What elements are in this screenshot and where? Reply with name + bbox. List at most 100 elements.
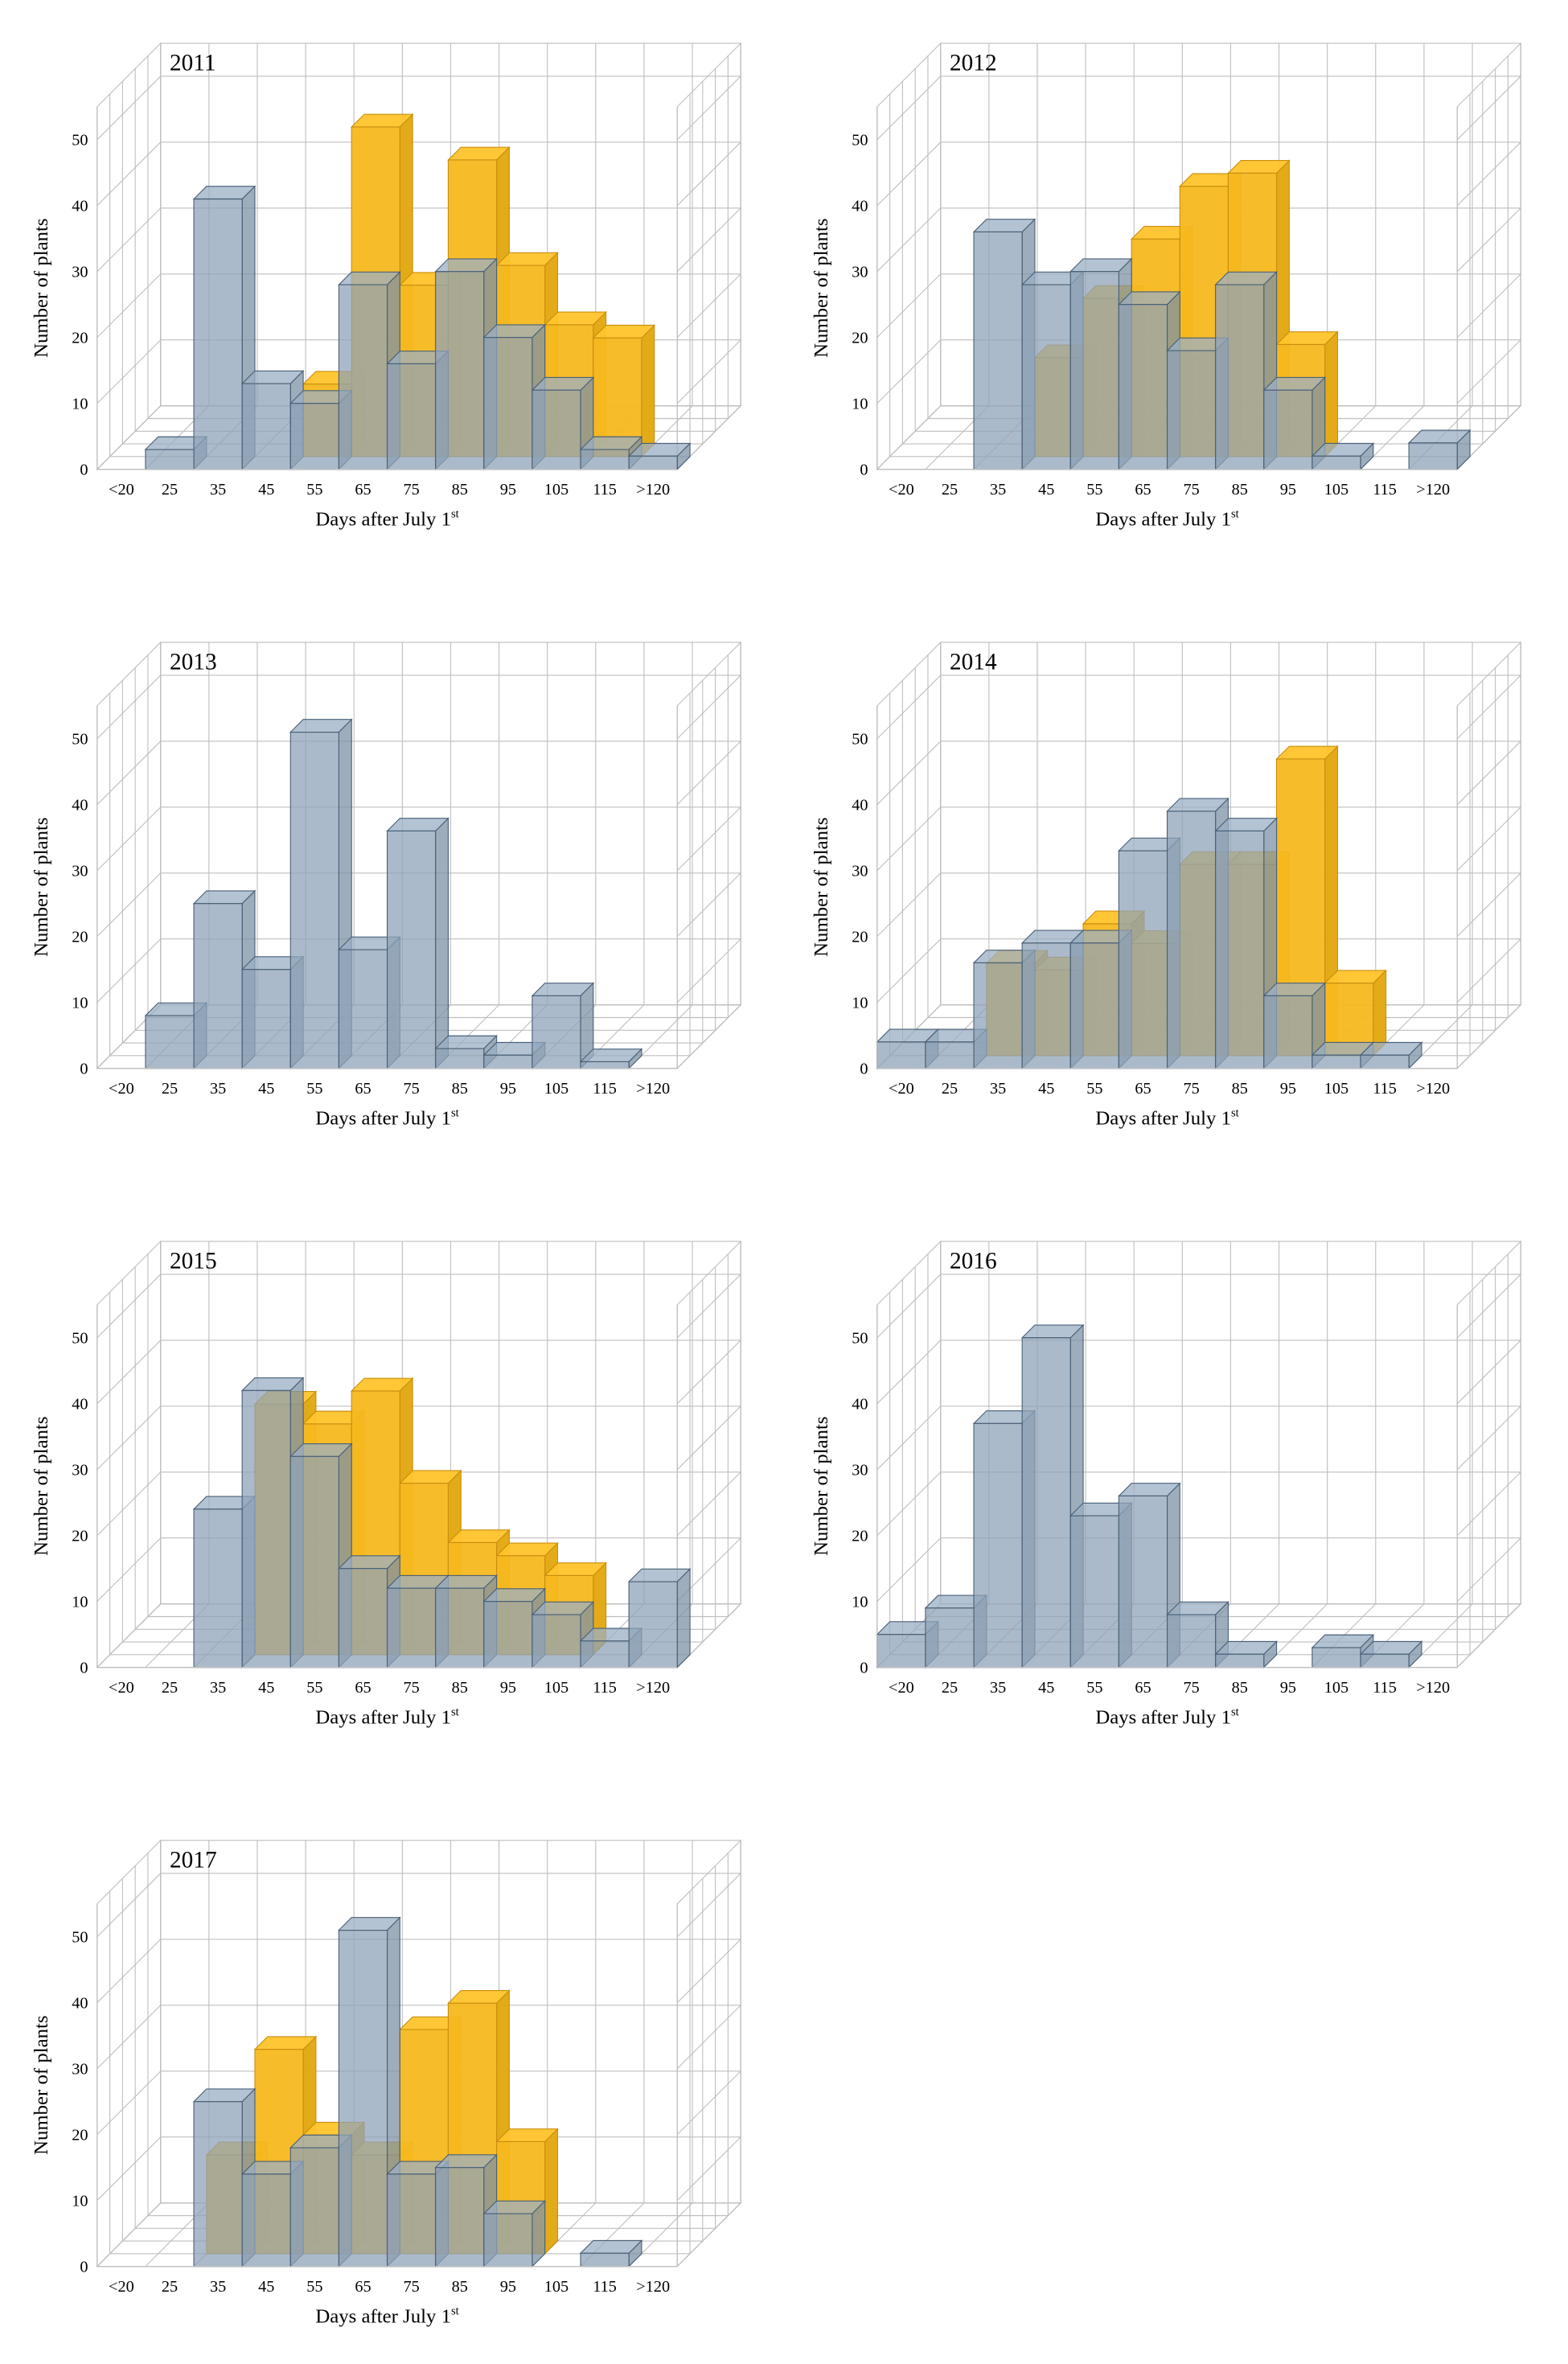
svg-text:50: 50 bbox=[72, 731, 88, 749]
svg-text:>120: >120 bbox=[636, 2278, 670, 2296]
svg-text:105: 105 bbox=[544, 481, 569, 499]
svg-text:0: 0 bbox=[80, 1660, 88, 1677]
svg-text:20: 20 bbox=[852, 929, 868, 946]
panel-2012: 01020304050<202535455565758595105115>120… bbox=[800, 16, 1548, 551]
svg-text:65: 65 bbox=[355, 2278, 371, 2296]
svg-text:55: 55 bbox=[1086, 1080, 1102, 1098]
chart-2015: 01020304050<202535455565758595105115>120… bbox=[20, 1214, 768, 1749]
svg-text:115: 115 bbox=[593, 481, 617, 499]
svg-text:115: 115 bbox=[593, 1080, 617, 1098]
svg-text:20: 20 bbox=[852, 329, 868, 347]
svg-text:50: 50 bbox=[72, 1929, 88, 1947]
year-label: 2012 bbox=[950, 51, 997, 76]
svg-text:95: 95 bbox=[500, 1080, 516, 1098]
svg-text:115: 115 bbox=[1373, 1679, 1397, 1697]
svg-text:25: 25 bbox=[162, 2278, 178, 2296]
svg-text:95: 95 bbox=[1280, 1080, 1296, 1098]
svg-text:35: 35 bbox=[990, 1679, 1006, 1697]
svg-text:>120: >120 bbox=[636, 1080, 670, 1098]
svg-text:40: 40 bbox=[852, 797, 868, 815]
svg-text:25: 25 bbox=[162, 481, 178, 499]
svg-text:105: 105 bbox=[1324, 1679, 1348, 1697]
svg-text:45: 45 bbox=[1038, 481, 1054, 499]
svg-text:0: 0 bbox=[860, 1660, 868, 1677]
svg-text:95: 95 bbox=[1280, 1679, 1296, 1697]
svg-text:25: 25 bbox=[162, 1080, 178, 1098]
svg-text:45: 45 bbox=[258, 1080, 274, 1098]
x-axis-label: Days after July 1st bbox=[1095, 508, 1238, 531]
chart-2012: 01020304050<202535455565758595105115>120… bbox=[800, 16, 1548, 551]
svg-text:40: 40 bbox=[852, 1396, 868, 1414]
svg-text:55: 55 bbox=[306, 1080, 322, 1098]
svg-text:95: 95 bbox=[500, 1679, 516, 1697]
panel-2011: 01020304050<202535455565758595105115>120… bbox=[20, 16, 768, 551]
year-label: 2013 bbox=[170, 650, 217, 675]
year-label: 2016 bbox=[950, 1249, 997, 1274]
svg-text:35: 35 bbox=[210, 1679, 226, 1697]
svg-text:30: 30 bbox=[72, 863, 88, 880]
svg-text:<20: <20 bbox=[109, 1080, 134, 1098]
svg-text:65: 65 bbox=[355, 481, 371, 499]
svg-text:115: 115 bbox=[1373, 1080, 1397, 1098]
svg-text:40: 40 bbox=[852, 197, 868, 215]
svg-text:45: 45 bbox=[258, 2278, 274, 2296]
svg-text:>120: >120 bbox=[1416, 1679, 1450, 1697]
svg-text:40: 40 bbox=[72, 197, 88, 215]
svg-text:>120: >120 bbox=[636, 481, 670, 499]
y-axis-label: Number of plants bbox=[31, 2016, 52, 2155]
x-axis-label: Days after July 1st bbox=[315, 508, 458, 531]
svg-text:75: 75 bbox=[403, 2278, 419, 2296]
svg-text:<20: <20 bbox=[109, 2278, 134, 2296]
svg-text:>120: >120 bbox=[1416, 481, 1450, 499]
svg-text:<20: <20 bbox=[109, 1679, 134, 1697]
svg-text:85: 85 bbox=[452, 481, 468, 499]
svg-text:10: 10 bbox=[852, 395, 868, 412]
svg-text:10: 10 bbox=[852, 994, 868, 1012]
svg-text:30: 30 bbox=[852, 863, 868, 880]
svg-text:95: 95 bbox=[500, 481, 516, 499]
svg-text:30: 30 bbox=[72, 1462, 88, 1480]
svg-text:55: 55 bbox=[1086, 481, 1102, 499]
svg-text:10: 10 bbox=[72, 994, 88, 1012]
year-label: 2015 bbox=[170, 1249, 217, 1274]
panel-2014: 01020304050<202535455565758595105115>120… bbox=[800, 615, 1548, 1150]
chart-2014: 01020304050<202535455565758595105115>120… bbox=[800, 615, 1548, 1150]
svg-text:40: 40 bbox=[72, 1396, 88, 1414]
svg-text:65: 65 bbox=[1135, 1080, 1151, 1098]
svg-text:115: 115 bbox=[593, 1679, 617, 1697]
y-axis-label: Number of plants bbox=[811, 818, 832, 957]
svg-text:85: 85 bbox=[452, 1679, 468, 1697]
y-axis-label: Number of plants bbox=[811, 218, 832, 357]
svg-text:50: 50 bbox=[852, 731, 868, 749]
svg-text:105: 105 bbox=[1324, 1080, 1348, 1098]
svg-text:0: 0 bbox=[860, 461, 868, 478]
x-axis-label: Days after July 1st bbox=[1095, 1107, 1238, 1130]
svg-text:35: 35 bbox=[210, 2278, 226, 2296]
svg-text:<20: <20 bbox=[889, 1679, 914, 1697]
svg-text:55: 55 bbox=[306, 481, 322, 499]
svg-text:65: 65 bbox=[1135, 1679, 1151, 1697]
svg-text:50: 50 bbox=[852, 1330, 868, 1348]
svg-text:105: 105 bbox=[544, 1080, 569, 1098]
svg-text:35: 35 bbox=[990, 1080, 1006, 1098]
year-label: 2014 bbox=[950, 650, 997, 675]
y-axis-label: Number of plants bbox=[31, 218, 52, 357]
svg-text:0: 0 bbox=[80, 1060, 88, 1077]
svg-text:65: 65 bbox=[355, 1080, 371, 1098]
svg-text:20: 20 bbox=[72, 929, 88, 946]
svg-text:85: 85 bbox=[452, 2278, 468, 2296]
svg-text:55: 55 bbox=[306, 1679, 322, 1697]
chart-2016: 01020304050<202535455565758595105115>120… bbox=[800, 1214, 1548, 1749]
x-axis-label: Days after July 1st bbox=[315, 1706, 458, 1729]
svg-text:0: 0 bbox=[80, 461, 88, 478]
svg-text:35: 35 bbox=[210, 1080, 226, 1098]
svg-text:75: 75 bbox=[1183, 1679, 1199, 1697]
svg-text:45: 45 bbox=[258, 481, 274, 499]
svg-text:115: 115 bbox=[593, 2278, 617, 2296]
chart-grid: 0 10 20 30 40 50 <20 25 35 45 55 65 75 85 95 105 115 >120… bbox=[20, 16, 1548, 2348]
svg-text:30: 30 bbox=[72, 2061, 88, 2079]
x-axis-label: Days after July 1st bbox=[315, 1107, 458, 1130]
svg-text:30: 30 bbox=[72, 263, 88, 281]
panel-2016: 01020304050<202535455565758595105115>120… bbox=[800, 1214, 1548, 1749]
svg-text:30: 30 bbox=[852, 263, 868, 281]
